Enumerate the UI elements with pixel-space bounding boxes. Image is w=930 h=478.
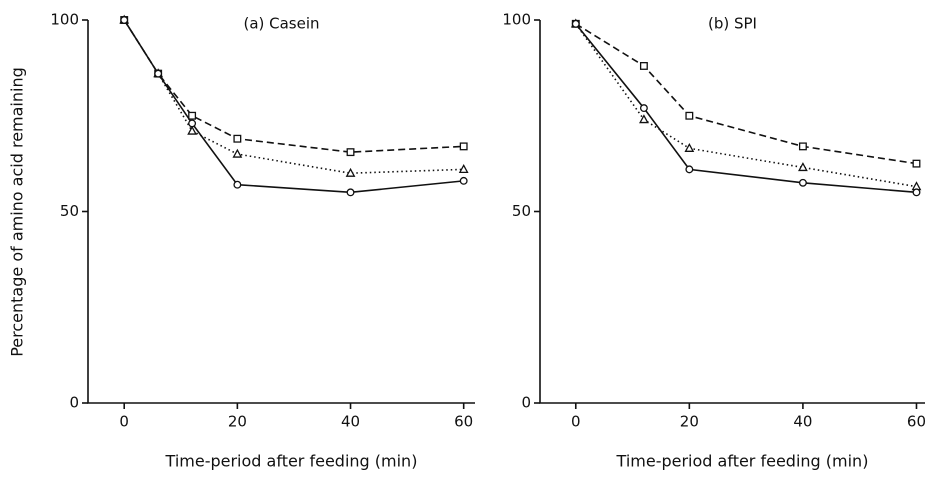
- marker: [685, 111, 694, 120]
- marker: [684, 142, 695, 152]
- marker: [120, 16, 129, 24]
- marker: [798, 162, 808, 172]
- x-tick-label: 40: [341, 413, 360, 431]
- y-tick-label: 50: [60, 202, 79, 220]
- marker: [458, 164, 469, 174]
- marker: [346, 148, 355, 157]
- series-line: [575, 23, 917, 188]
- x-tick-label: 0: [571, 413, 581, 431]
- x-tick-label: 60: [907, 413, 926, 431]
- marker: [571, 19, 580, 28]
- marker: [798, 142, 807, 151]
- marker: [459, 142, 468, 151]
- y-tick-label: 100: [502, 11, 531, 29]
- x-tick-label: 40: [793, 413, 812, 431]
- y-tick-label: 0: [521, 394, 531, 412]
- series-line: [575, 23, 917, 165]
- x-tick-label: 60: [454, 413, 473, 431]
- x-axis-label: Time-period after feeding (min): [616, 452, 869, 471]
- series-line: [123, 19, 464, 194]
- x-tick-label: 0: [119, 413, 129, 431]
- marker: [639, 114, 649, 124]
- y-axis-label: Percentage of amino acid remaining: [8, 67, 27, 357]
- marker: [233, 134, 242, 143]
- x-tick-label: 20: [228, 413, 247, 431]
- axes: [87, 20, 475, 404]
- marker: [187, 125, 197, 135]
- series-line: [123, 19, 464, 175]
- marker: [459, 176, 468, 185]
- x-tick-label: 20: [680, 413, 699, 431]
- marker: [345, 167, 356, 177]
- marker: [188, 111, 197, 120]
- marker: [233, 180, 242, 189]
- marker: [154, 69, 163, 78]
- marker: [346, 188, 355, 197]
- x-axis-label: Time-period after feeding (min): [165, 452, 418, 471]
- series-line: [123, 19, 464, 153]
- marker: [798, 178, 807, 187]
- panel-title: (a) Casein: [243, 15, 319, 33]
- marker: [232, 148, 243, 158]
- axes: [539, 20, 925, 404]
- y-tick-label: 50: [512, 202, 531, 220]
- series-line: [575, 23, 917, 194]
- y-tick-label: 0: [69, 394, 79, 412]
- marker: [639, 104, 648, 113]
- y-tick-label: 100: [50, 11, 79, 29]
- panel-title: (b) SPI: [708, 15, 757, 33]
- marker: [912, 188, 921, 197]
- marker: [639, 62, 648, 70]
- marker: [188, 119, 197, 128]
- marker: [685, 165, 694, 174]
- marker: [912, 159, 921, 168]
